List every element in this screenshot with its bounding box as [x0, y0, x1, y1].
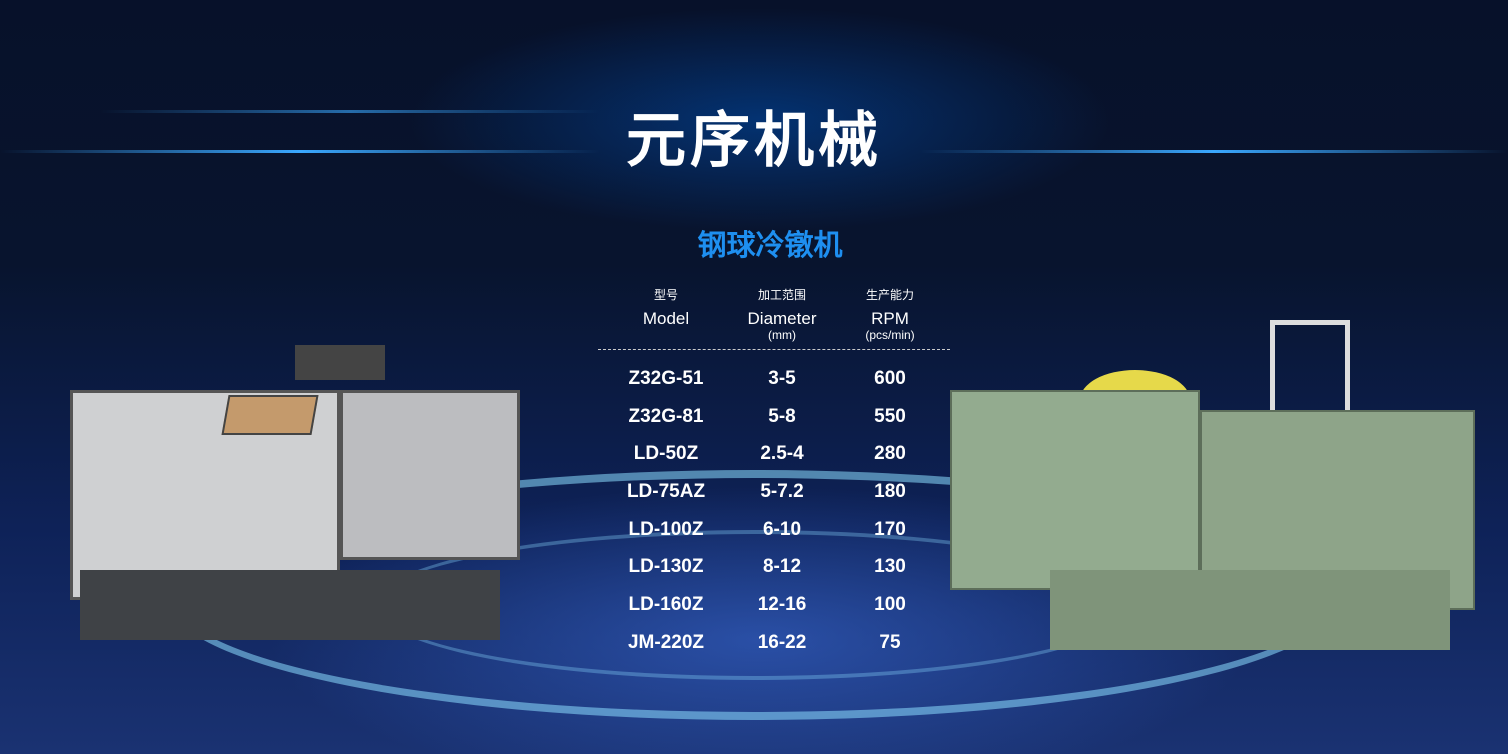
table-row: LD-160Z 12-16 100: [598, 586, 950, 624]
light-streak: [920, 150, 1508, 153]
header-en: Diameter: [747, 309, 817, 328]
cell-diameter: 5-8: [768, 405, 796, 427]
cell-rpm: 280: [874, 443, 906, 465]
column-header-rpm: 生产能力 RPM (pcs/min): [830, 284, 950, 349]
cell-diameter: 2.5-4: [760, 443, 804, 465]
machine-image-left: [70, 330, 520, 640]
spec-table: 型号 Model 加工范围 Diameter (mm) 生产能力 RPM (pc…: [598, 284, 950, 662]
cell-diameter: 3-5: [768, 367, 796, 389]
table-row: LD-75AZ 5-7.2 180: [598, 473, 950, 511]
cell-diameter: 5-7.2: [760, 480, 804, 502]
cell-model: LD-75AZ: [626, 480, 706, 502]
table-header: 型号 Model 加工范围 Diameter (mm) 生产能力 RPM (pc…: [598, 284, 950, 350]
table-row: LD-50Z 2.5-4 280: [598, 435, 950, 473]
cell-rpm: 180: [874, 480, 906, 502]
cell-diameter: 8-12: [762, 556, 802, 578]
column-header-model: 型号 Model: [598, 284, 734, 349]
header-unit: (pcs/min): [865, 328, 915, 342]
table-row: LD-130Z 8-12 130: [598, 548, 950, 586]
cell-rpm: 550: [874, 405, 906, 427]
table-row: Z32G-81 5-8 550: [598, 398, 950, 436]
light-streak: [100, 110, 600, 113]
cell-rpm: 130: [874, 556, 906, 578]
cell-model: LD-160Z: [628, 593, 704, 615]
table-row: LD-100Z 6-10 170: [598, 511, 950, 549]
cell-rpm: 75: [879, 631, 901, 653]
header-cn: 加工范围: [757, 288, 806, 302]
cell-rpm: 100: [874, 593, 906, 615]
table-row: Z32G-51 3-5 600: [598, 360, 950, 398]
header-unit: (mm): [768, 328, 796, 342]
header-en: RPM: [871, 309, 909, 328]
light-streak: [0, 150, 600, 153]
cell-model: LD-130Z: [628, 556, 704, 578]
machine-image-right: [950, 320, 1475, 650]
cell-rpm: 170: [874, 518, 906, 540]
table-body: Z32G-51 3-5 600 Z32G-81 5-8 550 LD-50Z 2.5-4 280…: [598, 350, 950, 662]
cell-diameter: 16-22: [757, 631, 807, 653]
cell-model: Z32G-51: [628, 367, 704, 389]
cell-model: LD-50Z: [633, 443, 699, 465]
cell-model: Z32G-81: [628, 405, 704, 427]
table-row: JM-220Z 16-22 75: [598, 624, 950, 662]
header-en: Model: [642, 309, 690, 328]
cell-model: LD-100Z: [628, 518, 704, 540]
cell-model: JM-220Z: [627, 631, 705, 653]
page-title: 元序机械: [626, 107, 882, 174]
cell-diameter: 6-10: [762, 518, 802, 540]
header-cn: 型号: [653, 288, 678, 302]
cell-diameter: 12-16: [757, 593, 807, 615]
product-category-title: 钢球冷镦机: [697, 230, 843, 262]
cell-rpm: 600: [874, 367, 906, 389]
header-cn: 生产能力: [865, 288, 914, 302]
column-header-diameter: 加工范围 Diameter (mm): [734, 284, 830, 349]
